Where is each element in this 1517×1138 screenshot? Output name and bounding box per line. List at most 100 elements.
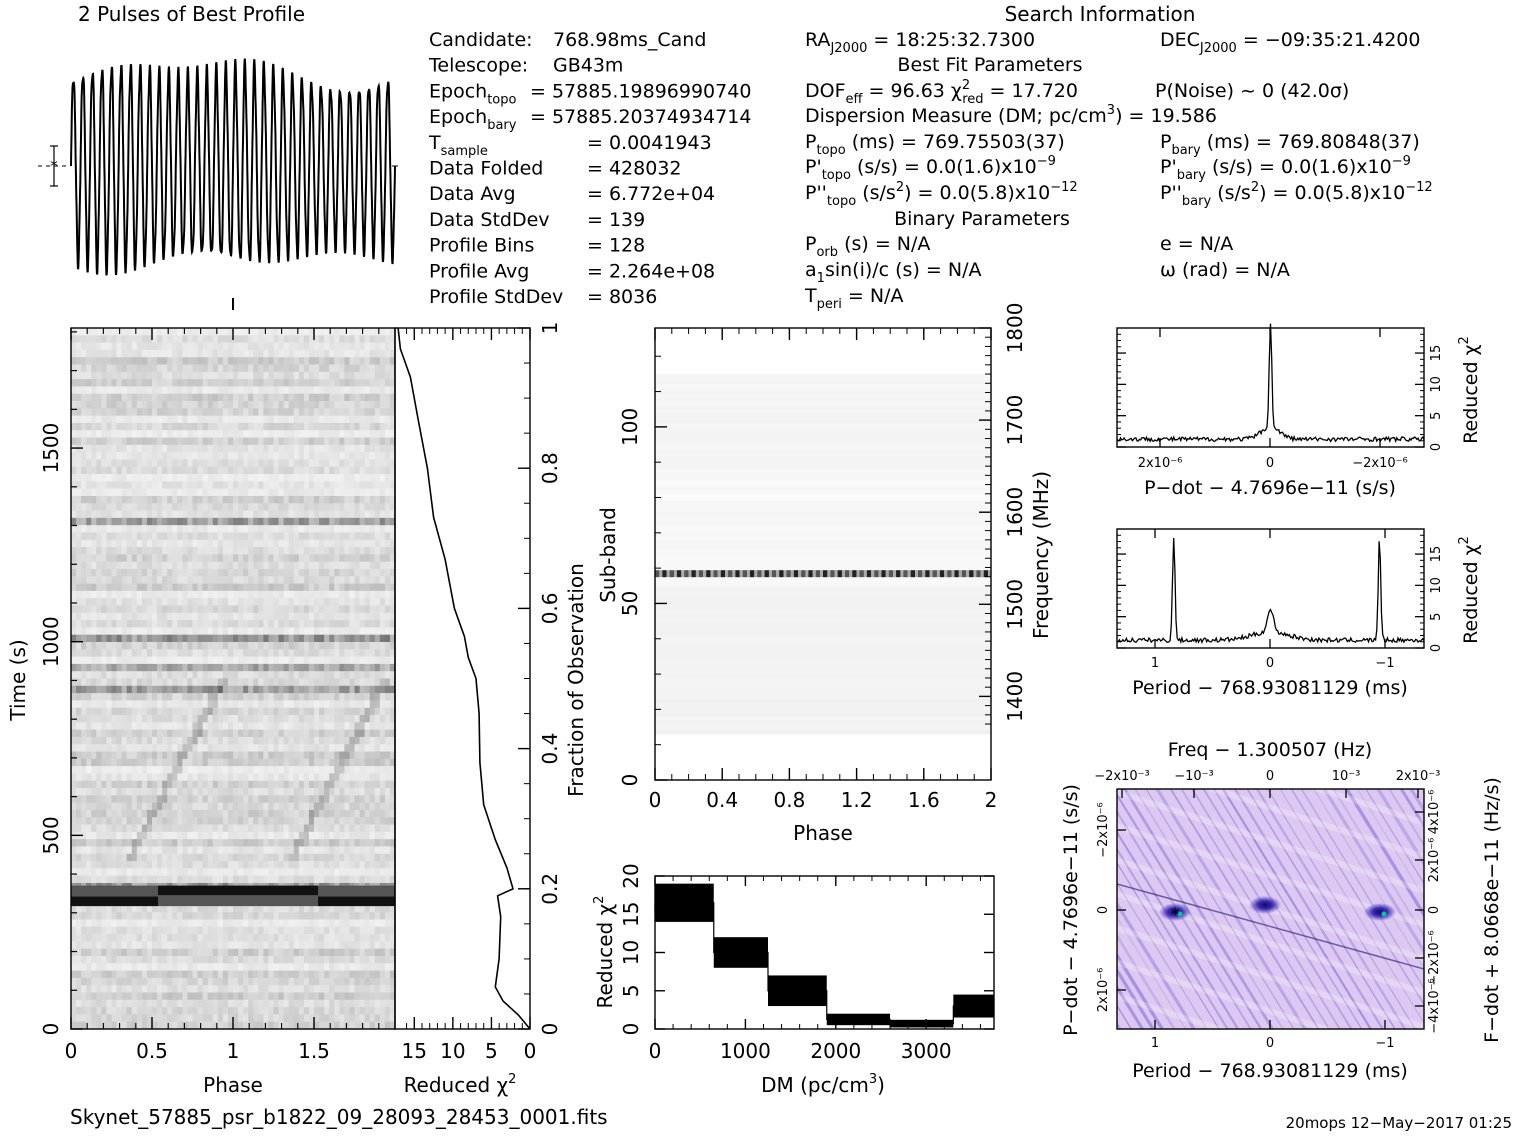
- time-phase-cell: [355, 700, 360, 708]
- time-phase-cell: [177, 832, 182, 840]
- time-phase-cell: [198, 679, 203, 687]
- time-phase-cell: [299, 642, 304, 650]
- time-phase-cell: [182, 525, 187, 533]
- time-phase-cell: [268, 693, 273, 701]
- time-phase-cell: [117, 547, 122, 555]
- time-phase-cell: [213, 810, 218, 818]
- time-phase-cell: [339, 854, 344, 862]
- time-phase-cell: [314, 781, 319, 789]
- time-phase-cell: [122, 481, 127, 489]
- time-phase-cell: [218, 379, 223, 387]
- time-phase-cell: [81, 715, 86, 723]
- time-phase-cell: [334, 876, 339, 884]
- time-phase-cell: [223, 832, 228, 840]
- time-phase-cell: [223, 686, 228, 694]
- time-phase-cell: [167, 474, 172, 482]
- time-phase-cell: [117, 467, 122, 475]
- time-phase-cell: [96, 635, 101, 643]
- time-phase-cell: [223, 357, 228, 365]
- time-phase-cell: [355, 357, 360, 365]
- time-phase-cell: [344, 379, 349, 387]
- time-phase-cell: [314, 686, 319, 694]
- time-phase-cell: [137, 737, 142, 745]
- time-phase-cell: [243, 562, 248, 570]
- time-phase-cell: [198, 467, 203, 475]
- time-phase-cell: [324, 489, 329, 497]
- time-phase-cell: [380, 511, 385, 519]
- time-phase-cell: [355, 803, 360, 811]
- time-phase-cell: [208, 773, 213, 781]
- time-phase-cell: [365, 379, 370, 387]
- time-phase-cell: [96, 825, 101, 833]
- time-phase-cell: [177, 803, 182, 811]
- time-phase-cell: [198, 350, 203, 358]
- time-phase-cell: [96, 752, 101, 760]
- time-phase-cell: [294, 401, 299, 409]
- time-phase-cell: [319, 693, 324, 701]
- time-phase-cell: [360, 722, 365, 730]
- time-phase-cell: [268, 759, 273, 767]
- time-phase-cell: [132, 722, 137, 730]
- time-phase-cell: [137, 854, 142, 862]
- time-phase-cell: [233, 825, 238, 833]
- time-phase-cell: [162, 620, 167, 628]
- time-phase-cell: [122, 737, 127, 745]
- time-phase-cell: [289, 467, 294, 475]
- time-phase-cell: [375, 401, 380, 409]
- time-phase-cell: [268, 744, 273, 752]
- time-phase-cell: [253, 693, 258, 701]
- time-phase-cell: [96, 664, 101, 672]
- time-phase-cell: [167, 839, 172, 847]
- time-phase-cell: [365, 795, 370, 803]
- time-phase-cell: [344, 605, 349, 613]
- time-phase-cell: [334, 700, 339, 708]
- time-phase-cell: [167, 605, 172, 613]
- time-phase-cell: [339, 481, 344, 489]
- time-phase-cell: [228, 722, 233, 730]
- time-phase-cell: [258, 795, 263, 803]
- time-phase-cell: [96, 744, 101, 752]
- time-phase-cell: [349, 810, 354, 818]
- time-phase-cell: [380, 854, 385, 862]
- time-phase-cell: [147, 715, 152, 723]
- time-phase-cell: [157, 657, 162, 665]
- time-phase-cell: [355, 328, 360, 336]
- time-phase-cell: [299, 518, 304, 526]
- time-phase-cell: [198, 459, 203, 467]
- time-phase-cell: [289, 474, 294, 482]
- time-phase-cell: [385, 379, 390, 387]
- time-phase-cell: [117, 459, 122, 467]
- time-phase-cell: [208, 737, 213, 745]
- time-phase-cell: [198, 803, 203, 811]
- time-phase-cell: [86, 854, 91, 862]
- time-phase-cell: [299, 430, 304, 438]
- time-phase-cell: [279, 481, 284, 489]
- time-phase-cell: [263, 416, 268, 424]
- time-phase-cell: [299, 627, 304, 635]
- time-phase-cell: [218, 408, 223, 416]
- time-phase-cell: [309, 810, 314, 818]
- time-phase-cell: [86, 452, 91, 460]
- time-phase-cell: [198, 401, 203, 409]
- time-phase-cell: [193, 759, 198, 767]
- time-phase-cell: [101, 423, 106, 431]
- time-phase-cell: [218, 511, 223, 519]
- time-phase-cell: [370, 832, 375, 840]
- time-phase-cell: [238, 386, 243, 394]
- time-phase-cell: [355, 788, 360, 796]
- time-phase-cell: [355, 365, 360, 373]
- time-phase-cell: [370, 562, 375, 570]
- time-phase-cell: [81, 657, 86, 665]
- time-phase-cell: [284, 737, 289, 745]
- time-phase-cell: [177, 562, 182, 570]
- time-phase-cell: [299, 503, 304, 511]
- time-phase-cell: [167, 679, 172, 687]
- time-phase-cell: [117, 781, 122, 789]
- time-phase-cell: [294, 657, 299, 665]
- time-phase-cell: [365, 613, 370, 621]
- time-phase-cell: [106, 766, 111, 774]
- time-phase-cell: [117, 532, 122, 540]
- time-phase-cell: [329, 868, 334, 876]
- time-phase-cell: [304, 416, 309, 424]
- time-phase-cell: [284, 686, 289, 694]
